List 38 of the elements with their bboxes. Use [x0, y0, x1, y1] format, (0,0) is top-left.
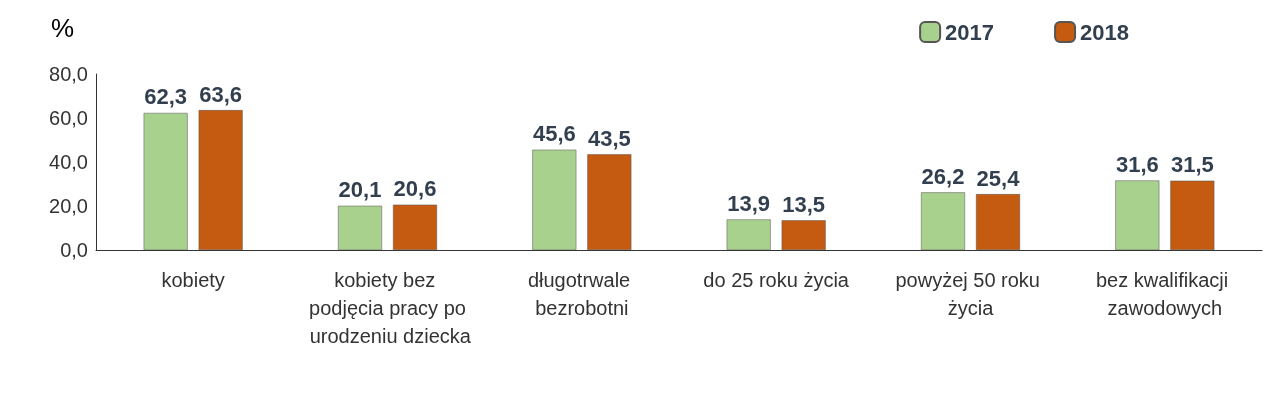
y-tick-label: 40,0 — [49, 151, 88, 173]
y-tick-label: 20,0 — [49, 195, 88, 217]
bar — [587, 154, 632, 250]
data-label: 45,6 — [532, 121, 576, 147]
x-tick-label: bez kwalifikacji zawodowych — [1095, 269, 1234, 319]
data-label: 63,6 — [199, 81, 243, 107]
legend-label: 2017 — [945, 19, 995, 45]
y-axis-title: % — [51, 13, 75, 43]
data-label: 31,5 — [1170, 152, 1214, 178]
data-label: 20,6 — [393, 176, 437, 202]
bar — [532, 149, 577, 250]
bar — [921, 192, 965, 250]
bar — [726, 219, 771, 250]
bar — [781, 220, 826, 250]
legend-label: 2018 — [1080, 19, 1130, 45]
bar — [1115, 180, 1160, 250]
data-label: 25,4 — [976, 165, 1021, 191]
y-tick-label: 60,0 — [49, 107, 88, 129]
x-tick-label: powyżej 50 roku życia — [895, 269, 1046, 319]
bar — [976, 194, 1020, 250]
y-tick-label: 0,0 — [60, 239, 88, 261]
data-label: 43,5 — [587, 125, 631, 151]
bar — [1170, 180, 1215, 250]
data-label: 62,3 — [144, 84, 188, 110]
bar — [338, 205, 382, 250]
data-label: 13,5 — [782, 191, 826, 217]
bar — [143, 112, 188, 250]
x-tick-label: do 25 roku życia — [703, 269, 850, 291]
data-label: 13,9 — [727, 190, 771, 216]
y-tick-label: 80,0 — [49, 63, 88, 85]
x-tick-label: kobiety bez podjęcia pracy po urodzeniu dziecka — [304, 269, 472, 347]
bar — [393, 204, 437, 250]
data-label: 20,1 — [338, 177, 382, 203]
data-label: 26,2 — [921, 163, 965, 189]
x-tick-label: długotrwale bezrobotni — [527, 269, 636, 319]
data-label: 31,6 — [1115, 151, 1159, 177]
x-tick-label: kobiety — [161, 269, 225, 291]
bar — [198, 110, 243, 250]
